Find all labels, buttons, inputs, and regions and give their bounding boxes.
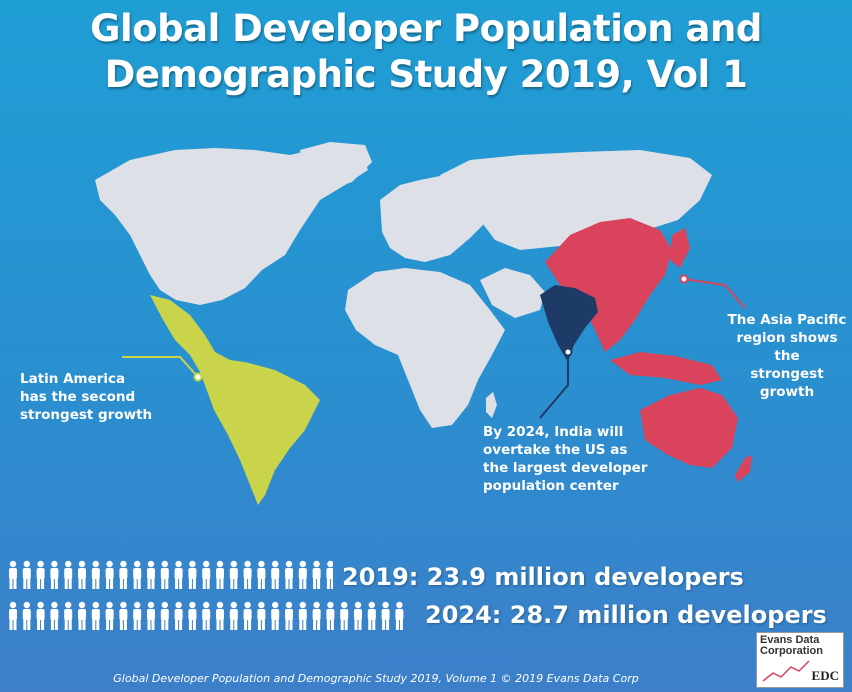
- latam-callout-line-2: has the second: [20, 389, 136, 405]
- logo-graph-icon: [762, 660, 810, 682]
- person-icon: [395, 601, 404, 630]
- person-icon: [229, 601, 238, 630]
- person-icon: [160, 601, 169, 630]
- india-callout: By 2024, India will overtake the US as t…: [483, 423, 647, 495]
- apac-callout-line: [683, 278, 746, 309]
- latam-callout-dot: [193, 372, 203, 382]
- world-map: [95, 142, 752, 505]
- latin-america-callout: Latin America has the second strongest g…: [20, 370, 152, 424]
- person-icon: [50, 601, 59, 630]
- person-icon: [285, 560, 293, 589]
- person-icon: [216, 560, 224, 589]
- person-icon: [64, 601, 73, 630]
- person-icon: [271, 560, 280, 589]
- india-callout-line-3: the largest developer: [483, 460, 648, 476]
- person-icon: [147, 560, 155, 589]
- evans-data-logo: Evans Data Corporation EDC: [756, 632, 844, 688]
- india-callout-line-1: By 2024, India will: [483, 424, 624, 440]
- latin-america-region: [150, 295, 320, 505]
- person-icon: [188, 560, 197, 589]
- latam-callout-line-1: Latin America: [20, 371, 126, 387]
- person-icon: [9, 560, 17, 589]
- logo-abbr: EDC: [811, 668, 839, 683]
- person-icon: [147, 601, 155, 630]
- latam-callout-line-3: strongest growth: [20, 407, 153, 423]
- middle-east-region: [480, 268, 545, 318]
- page-title: Global Developer Population and Demograp…: [0, 6, 852, 98]
- person-icon: [298, 560, 307, 589]
- japan-region: [670, 228, 690, 268]
- person-icon: [257, 601, 266, 630]
- person-icon: [119, 601, 128, 630]
- person-icon: [257, 560, 266, 589]
- stat-2024: 2024: 28.7 million developers: [425, 601, 827, 629]
- person-icon: [64, 560, 73, 589]
- person-icon: [160, 560, 169, 589]
- person-icon: [326, 601, 335, 630]
- apac-callout-line-1: The Asia Pacific: [727, 312, 847, 328]
- logo-line-1: Evans Data: [760, 634, 820, 646]
- logo-text: Evans Data Corporation: [760, 635, 823, 657]
- person-icon: [229, 560, 238, 589]
- person-icon: [188, 601, 197, 630]
- person-icon: [271, 601, 280, 630]
- person-icon: [78, 601, 86, 630]
- india-callout-line: [539, 352, 569, 419]
- person-icon: [174, 601, 183, 630]
- india-callout-line-2: overtake the US as: [483, 442, 628, 458]
- new-zealand-region: [735, 455, 752, 482]
- australia-region: [640, 388, 738, 468]
- person-icon: [216, 601, 224, 630]
- greenland-region: [300, 142, 372, 190]
- person-icon: [326, 560, 333, 589]
- person-icon: [174, 560, 183, 589]
- logo-line-2: Corporation: [760, 645, 823, 657]
- people-row-2024: [9, 601, 404, 630]
- person-icon: [285, 601, 293, 630]
- person-icon: [243, 560, 252, 589]
- person-icon: [243, 601, 252, 630]
- person-icon: [91, 560, 100, 589]
- person-icon: [105, 601, 114, 630]
- person-icon: [298, 601, 307, 630]
- person-icon: [202, 601, 211, 630]
- person-icon: [119, 560, 128, 589]
- footer-credit: Global Developer Population and Demograp…: [113, 672, 639, 685]
- africa-region: [345, 268, 505, 428]
- person-icon: [381, 601, 390, 630]
- person-icon: [133, 560, 142, 589]
- person-icon: [50, 560, 59, 589]
- people-row-2019: [9, 560, 333, 589]
- person-icon: [78, 560, 86, 589]
- person-icon: [312, 601, 321, 630]
- north-america-region: [95, 148, 368, 305]
- person-icon: [36, 601, 45, 630]
- person-icon: [312, 560, 321, 589]
- stat-2019: 2019: 23.9 million developers: [342, 563, 744, 591]
- person-icon: [354, 601, 362, 630]
- india-region: [540, 285, 598, 362]
- title-line-1: Global Developer Population and: [90, 7, 762, 50]
- person-icon: [340, 601, 349, 630]
- person-icon: [133, 601, 142, 630]
- person-icon: [22, 560, 31, 589]
- person-icon: [9, 601, 17, 630]
- india-callout-dot: [563, 347, 573, 357]
- apac-callout-dot: [679, 274, 689, 284]
- asia-pacific-callout: The Asia Pacific region shows the strong…: [722, 311, 852, 401]
- person-icon: [202, 560, 211, 589]
- madagascar-region: [486, 392, 497, 418]
- asia-pacific-region: [545, 218, 672, 352]
- latam-callout-line: [122, 356, 199, 378]
- person-icon: [36, 560, 45, 589]
- person-icon: [105, 560, 114, 589]
- india-callout-line-4: population center: [483, 478, 619, 494]
- person-icon: [22, 601, 31, 630]
- indonesia-region: [610, 352, 722, 385]
- apac-callout-line-2: region shows the: [736, 330, 838, 364]
- person-icon: [91, 601, 100, 630]
- title-line-2: Demographic Study 2019, Vol 1: [104, 53, 748, 96]
- person-icon: [367, 601, 376, 630]
- apac-callout-line-3: strongest growth: [750, 366, 824, 400]
